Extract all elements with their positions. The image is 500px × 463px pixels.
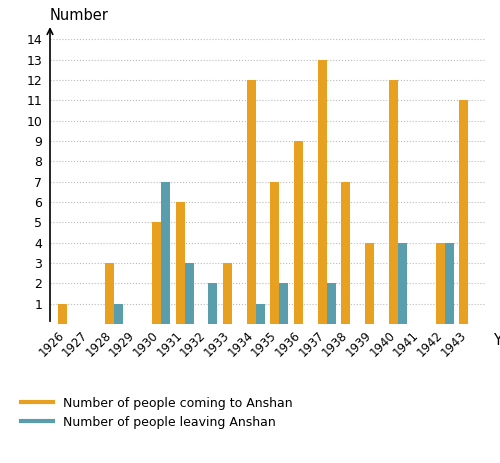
Bar	[318, 60, 326, 324]
Bar	[176, 202, 185, 324]
Bar	[246, 80, 256, 324]
Text: Year: Year	[494, 333, 500, 348]
Bar	[223, 263, 232, 324]
Bar	[58, 304, 66, 324]
Bar	[152, 222, 161, 324]
Legend: Number of people coming to Anshan, Number of people leaving Anshan: Number of people coming to Anshan, Numbe…	[22, 396, 292, 429]
Bar	[342, 182, 350, 324]
Bar	[185, 263, 194, 324]
Bar	[326, 283, 336, 324]
Bar	[436, 243, 445, 324]
Bar	[460, 100, 468, 324]
Bar	[270, 182, 280, 324]
Bar	[445, 243, 454, 324]
Text: Number: Number	[50, 8, 109, 23]
Bar	[398, 243, 406, 324]
Bar	[208, 283, 218, 324]
Bar	[256, 304, 264, 324]
Bar	[105, 263, 114, 324]
Bar	[114, 304, 123, 324]
Bar	[280, 283, 288, 324]
Bar	[294, 141, 303, 324]
Bar	[388, 80, 398, 324]
Bar	[161, 182, 170, 324]
Bar	[365, 243, 374, 324]
